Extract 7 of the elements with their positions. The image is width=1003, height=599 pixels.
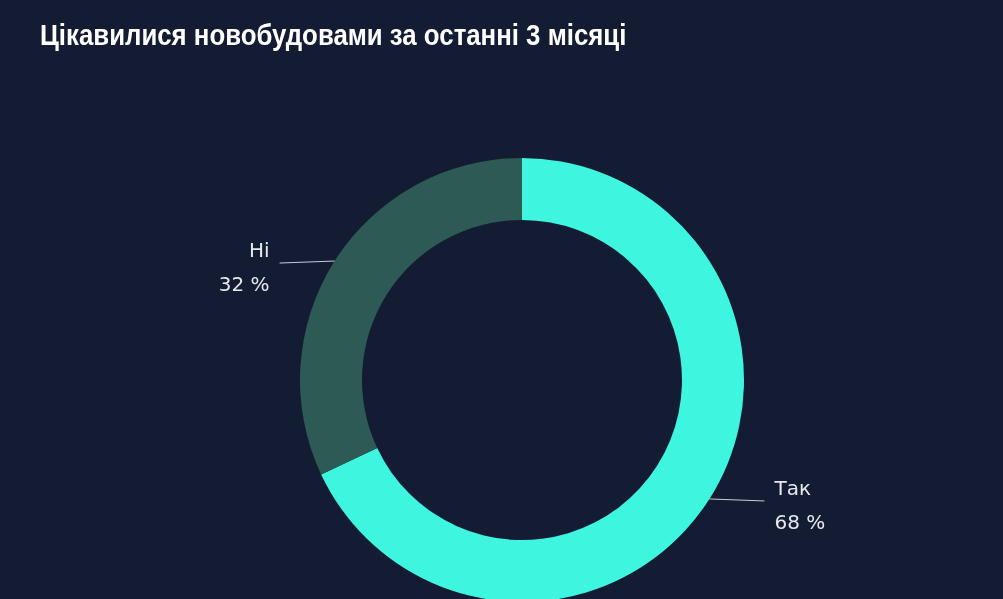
donut-slice — [300, 158, 522, 475]
donut-slice — [321, 158, 744, 599]
slice-label: Ні — [248, 238, 270, 263]
data-label: 68 % — [774, 509, 826, 534]
data-label: 32 % — [218, 272, 270, 297]
chart-title: Цікавилися новобудовами за останні 3 місяці — [40, 18, 627, 52]
slice-label: Так — [773, 475, 811, 500]
